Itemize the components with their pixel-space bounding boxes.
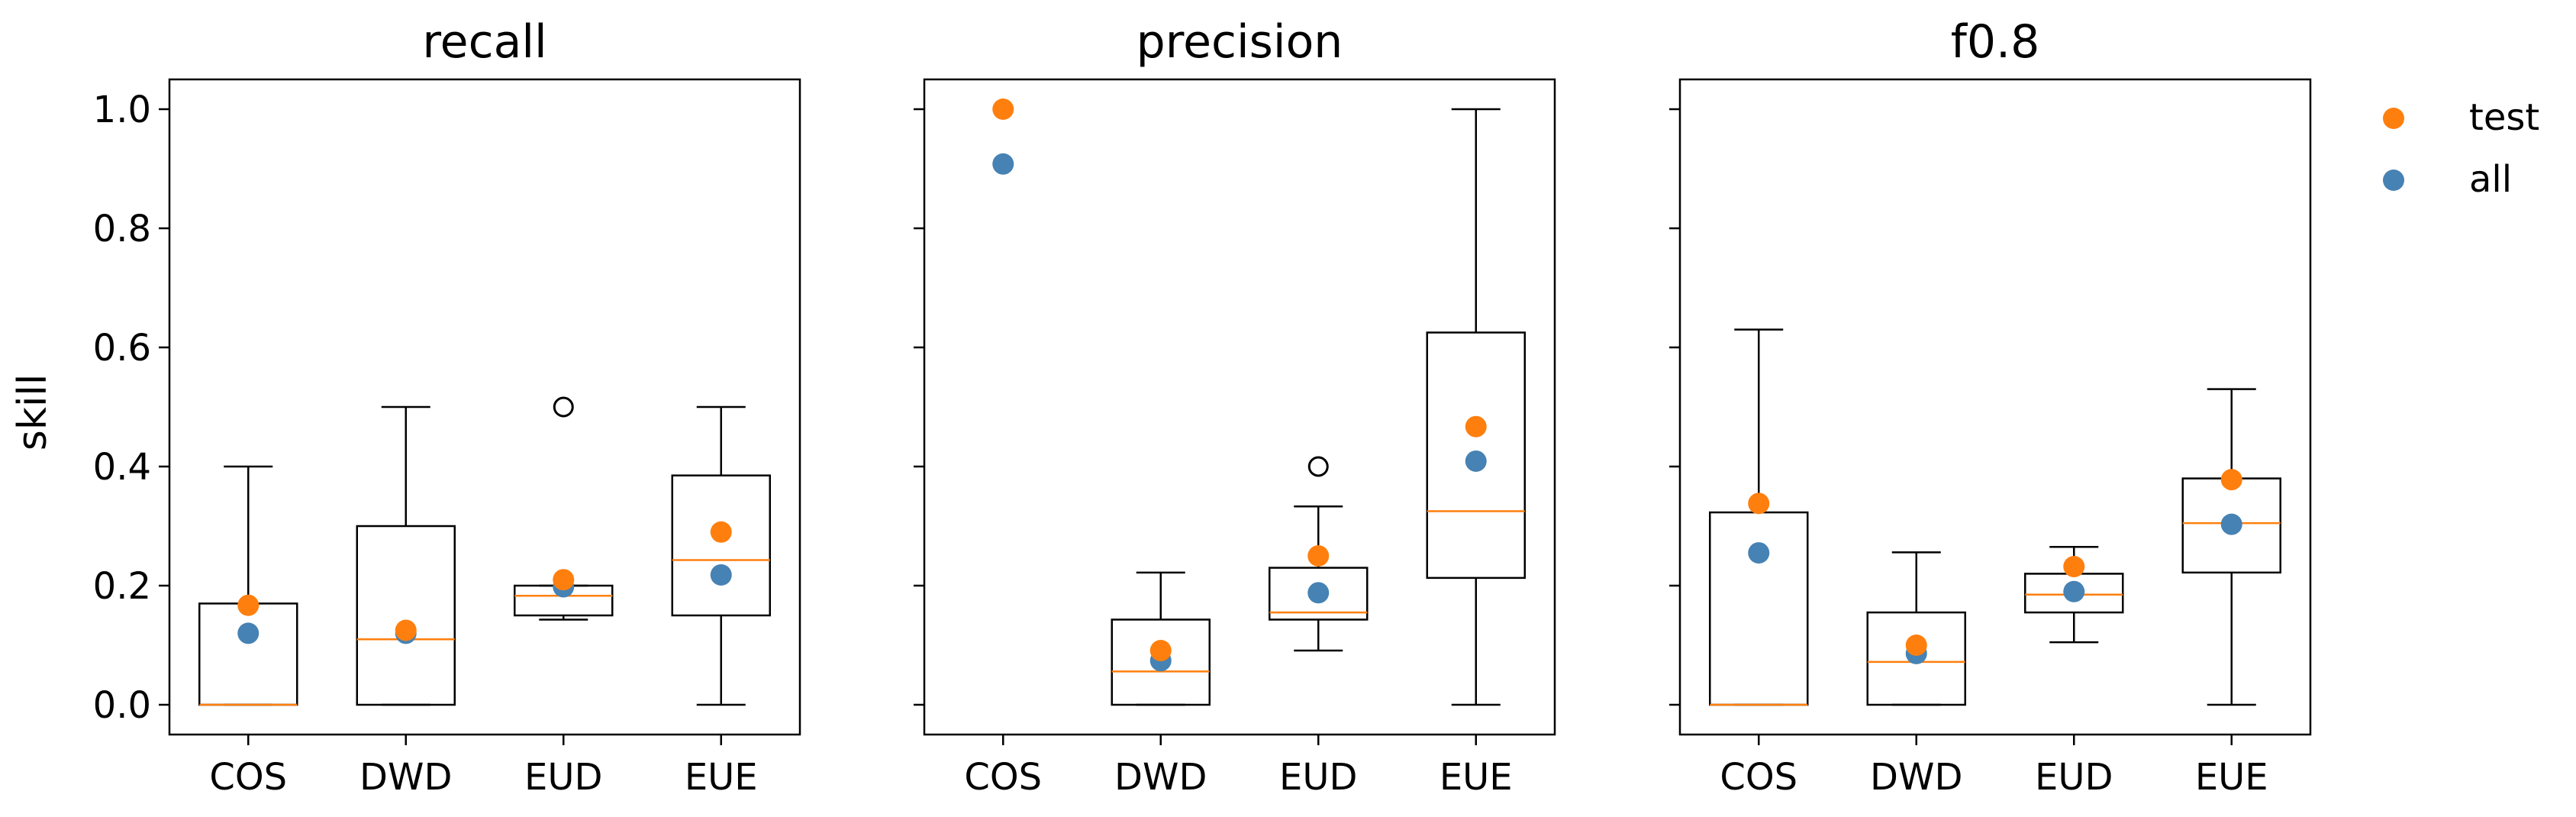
test-point-cos (1748, 492, 1770, 515)
test-point-eud (2063, 556, 2085, 578)
axes-frame (1678, 78, 2312, 736)
all-point-cos (1748, 542, 1770, 564)
test-point-eue (710, 521, 732, 543)
box-cos (1709, 328, 1809, 706)
x-tick-label: DWD (1870, 756, 1962, 799)
iqr-box (671, 474, 771, 617)
y-tick-label: 0.6 (93, 327, 151, 370)
test-point-eue (1465, 415, 1487, 438)
panel-title: f0.8 (1951, 15, 2040, 69)
box-dwd (1111, 571, 1211, 706)
panel-title: precision (1136, 15, 1343, 69)
x-tick-label: EUD (1279, 756, 1357, 799)
outlier-point (1307, 456, 1329, 477)
box-dwd (356, 405, 456, 706)
axes-frame (923, 78, 1556, 736)
test-point-eud (553, 569, 575, 591)
test-point-cos (992, 98, 1014, 120)
axes-frame (168, 78, 801, 736)
x-tick-label: DWD (1114, 756, 1207, 799)
x-tick-label: EUE (1440, 756, 1513, 799)
x-tick-label: COS (209, 756, 287, 799)
legend-marker-test (2383, 108, 2404, 129)
y-tick-label: 1.0 (93, 89, 151, 131)
panel-recall: recall 0.0 0.2 0.4 0.6 0.8 1.0 COS DWD EUD EUE (93, 15, 801, 799)
all-point-eud (1307, 582, 1330, 604)
x-tick-label: EUE (685, 756, 758, 799)
test-point-eue (2220, 469, 2242, 491)
box-dwd (1866, 551, 1966, 706)
y-axis-label: skill (10, 374, 56, 451)
y-tick-label: 0.0 (93, 684, 151, 727)
legend-label-test: test (2469, 96, 2539, 139)
legend: test all (2383, 96, 2539, 201)
box-cos (198, 465, 298, 706)
y-tick-label: 0.4 (93, 446, 151, 489)
iqr-box (198, 602, 298, 706)
test-point-eud (1307, 545, 1330, 567)
iqr-box (1269, 567, 1369, 621)
all-point-eue (2220, 513, 2242, 535)
x-tick-label: EUD (524, 756, 602, 799)
box-eue (2181, 388, 2281, 706)
x-tick-label: COS (964, 756, 1042, 799)
y-tick-label: 0.8 (93, 208, 151, 250)
box-eud (1269, 456, 1369, 652)
x-tick-label: DWD (359, 756, 452, 799)
all-point-cos (992, 153, 1014, 175)
iqr-box (356, 525, 456, 706)
all-point-cos (237, 622, 260, 644)
iqr-box (1709, 511, 1809, 706)
iqr-box (1426, 331, 1526, 580)
all-point-eue (710, 564, 732, 586)
test-point-cos (237, 594, 260, 616)
test-point-dwd (395, 619, 417, 641)
all-point-eue (1465, 450, 1487, 472)
legend-label-all: all (2469, 158, 2512, 201)
x-tick-label: COS (1720, 756, 1797, 799)
panel-f0-8: f0.8 COS DWD EUD EUE (1669, 15, 2312, 799)
x-tick-label: EUE (2195, 756, 2268, 799)
panel-precision: precision COS DWD EUD EUE (914, 15, 1556, 799)
test-point-dwd (1149, 640, 1172, 662)
x-tick-label: EUD (2035, 756, 2113, 799)
box-eue (1426, 108, 1526, 706)
legend-marker-all (2383, 170, 2404, 191)
all-point-eud (2063, 580, 2085, 602)
outlier-point (553, 396, 574, 418)
box-eue (671, 405, 771, 706)
test-point-dwd (1905, 635, 1927, 656)
panel-title: recall (422, 15, 546, 69)
iqr-box (1111, 618, 1211, 706)
iqr-box (1866, 611, 1966, 706)
y-tick-label: 0.2 (93, 565, 151, 608)
